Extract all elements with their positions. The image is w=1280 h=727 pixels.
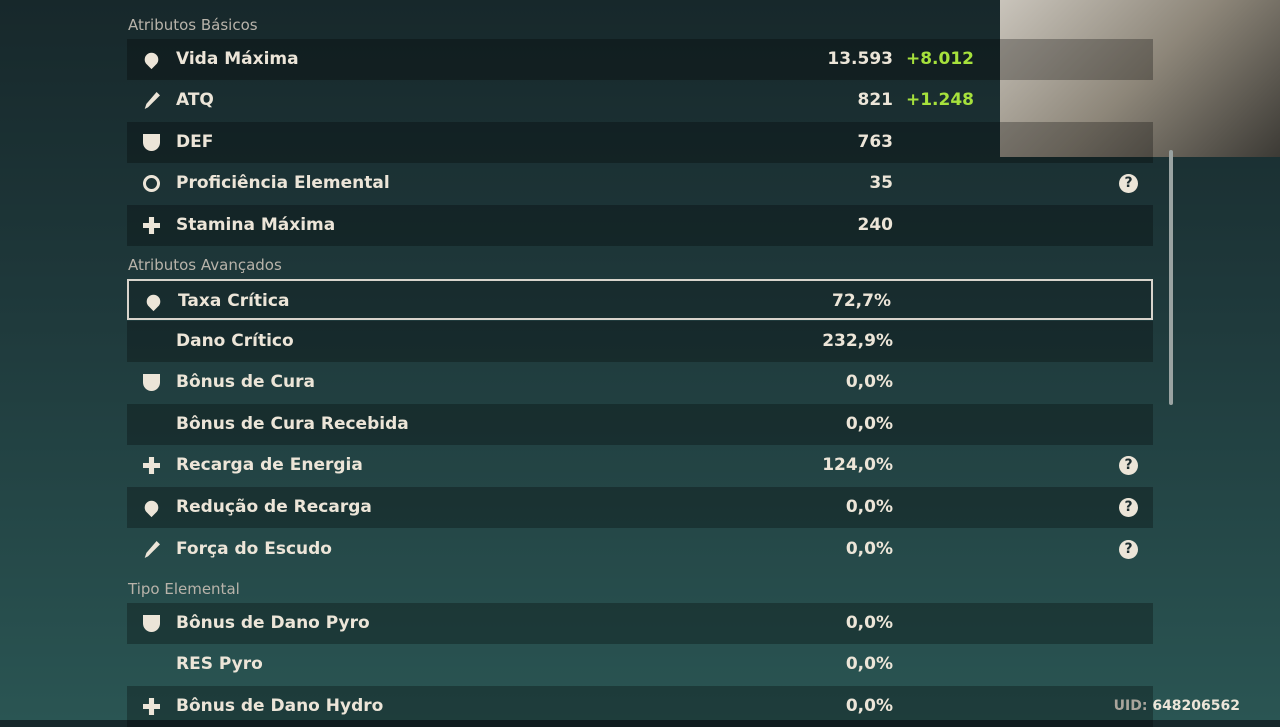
attribute-icon: [141, 49, 162, 70]
attribute-row[interactable]: RES Pyro 0,0%: [127, 644, 1153, 685]
attribute-label: Bônus de Dano Pyro: [176, 613, 370, 633]
attribute-label: DEF: [176, 132, 214, 152]
attribute-value: 232,9%: [822, 331, 893, 351]
attribute-value: 0,0%: [845, 696, 893, 716]
attribute-icon: [143, 291, 164, 312]
attribute-value: 821: [857, 90, 894, 110]
attribute-row[interactable]: ATQ 821 +1.248: [127, 80, 1153, 121]
attribute-label: Bônus de Cura Recebida: [176, 414, 409, 434]
attribute-icon: [141, 497, 162, 518]
attribute-label: Bônus de Cura: [176, 372, 315, 392]
attribute-icon: [143, 374, 160, 391]
attribute-value: 124,0%: [822, 455, 893, 475]
webcam-overlay: [1000, 0, 1280, 157]
section-header: Tipo Elemental: [128, 580, 240, 598]
attribute-row[interactable]: Recarga de Energia 124,0%?: [127, 445, 1153, 486]
help-icon[interactable]: ?: [1119, 540, 1138, 559]
attribute-row[interactable]: Proficiência Elemental 35?: [127, 163, 1153, 204]
attribute-label: Recarga de Energia: [176, 455, 363, 475]
attribute-row[interactable]: Força do Escudo 0,0%?: [127, 529, 1153, 570]
attribute-icon: [143, 134, 160, 151]
attribute-row[interactable]: DEF 763: [127, 122, 1153, 163]
attribute-label: Vida Máxima: [176, 49, 299, 69]
attribute-row[interactable]: Dano Crítico 232,9%: [127, 321, 1153, 362]
help-icon[interactable]: ?: [1119, 498, 1138, 517]
attribute-icon: [143, 457, 160, 474]
attribute-value: 0,0%: [845, 654, 893, 674]
attribute-bonus: +1.248: [905, 90, 974, 110]
section-header: Atributos Avançados: [128, 256, 282, 275]
help-icon[interactable]: ?: [1119, 174, 1138, 193]
attribute-value: 0,0%: [845, 539, 893, 559]
attribute-row[interactable]: Bônus de Dano Pyro 0,0%: [127, 603, 1153, 644]
attribute-bonus: +8.012: [905, 49, 974, 69]
attribute-icon: [143, 698, 160, 715]
attribute-row[interactable]: Bônus de Dano Hydro 0,0%: [127, 686, 1153, 727]
attribute-label: Bônus de Dano Hydro: [176, 696, 384, 716]
attribute-label: RES Pyro: [176, 654, 263, 674]
attribute-label: ATQ: [176, 90, 214, 110]
attribute-label: Stamina Máxima: [176, 215, 336, 235]
attribute-icon: [144, 541, 160, 558]
attribute-icon: [143, 175, 160, 192]
attribute-label: Dano Crítico: [176, 331, 294, 351]
attribute-icon: [143, 217, 160, 234]
attribute-row[interactable]: Stamina Máxima 240: [127, 205, 1153, 246]
attribute-row[interactable]: Bônus de Cura Recebida 0,0%: [127, 404, 1153, 445]
attribute-value: 0,0%: [845, 372, 893, 392]
attribute-icon: [143, 615, 160, 632]
uid: UID: 648206562: [1113, 698, 1240, 714]
attribute-label: Força do Escudo: [176, 539, 332, 559]
attribute-value: 763: [857, 132, 894, 152]
section-header: Atributos Básicos: [128, 16, 258, 34]
attribute-value: 35: [869, 173, 893, 193]
attribute-label: Taxa Crítica: [178, 291, 290, 311]
attribute-value: 0,0%: [845, 414, 893, 434]
attribute-label: Proficiência Elemental: [176, 173, 390, 193]
attribute-row[interactable]: Taxa Crítica 72,7%: [127, 279, 1153, 320]
attribute-value: 13.593: [827, 49, 893, 69]
attribute-value: 0,0%: [845, 497, 893, 517]
help-icon[interactable]: ?: [1119, 456, 1138, 475]
attribute-value: 72,7%: [832, 291, 891, 311]
attribute-row[interactable]: Vida Máxima 13.593 +8.012: [127, 39, 1153, 80]
attribute-value: 0,0%: [845, 613, 893, 633]
attribute-icon: [144, 92, 160, 109]
attribute-label: Redução de Recarga: [176, 497, 372, 517]
attribute-value: 240: [857, 215, 894, 235]
attribute-row[interactable]: Bônus de Cura 0,0%: [127, 362, 1153, 403]
scrollbar[interactable]: [1169, 150, 1173, 405]
attribute-row[interactable]: Redução de Recarga 0,0%?: [127, 487, 1153, 528]
